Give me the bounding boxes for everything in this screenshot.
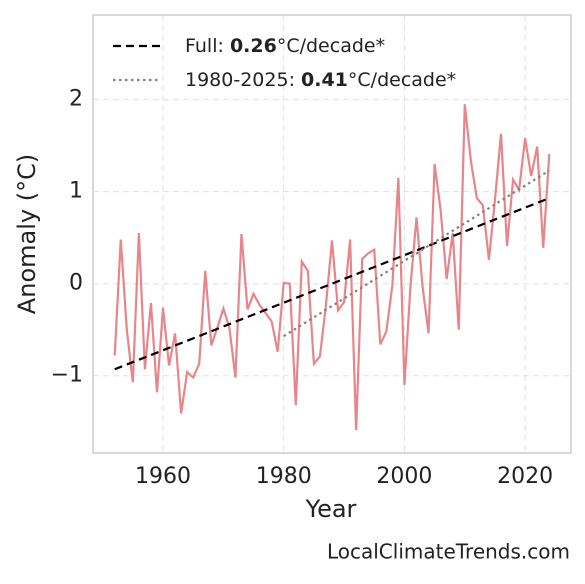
y-tick-label: −1 <box>51 363 83 388</box>
x-tick-label: 2020 <box>497 464 553 489</box>
legend-label: 1980-2025: 0.41°C/decade* <box>185 69 456 91</box>
series-line <box>283 169 550 338</box>
y-tick-label: 0 <box>69 271 83 296</box>
footer: LocalClimateTrends.com <box>327 540 570 564</box>
legend-label: Full: 0.26°C/decade* <box>185 35 385 57</box>
x-tick-label: 2000 <box>376 464 432 489</box>
series-line <box>113 104 551 431</box>
y-axis-label: Anomaly (°C) <box>13 154 41 314</box>
y-tick-label: 2 <box>69 87 83 112</box>
x-tick-label: 1980 <box>256 464 312 489</box>
plot-frame <box>92 14 572 454</box>
x-axis-label: Year <box>305 495 357 523</box>
x-tick-label: 1960 <box>135 464 191 489</box>
y-tick-label: 1 <box>69 179 83 204</box>
